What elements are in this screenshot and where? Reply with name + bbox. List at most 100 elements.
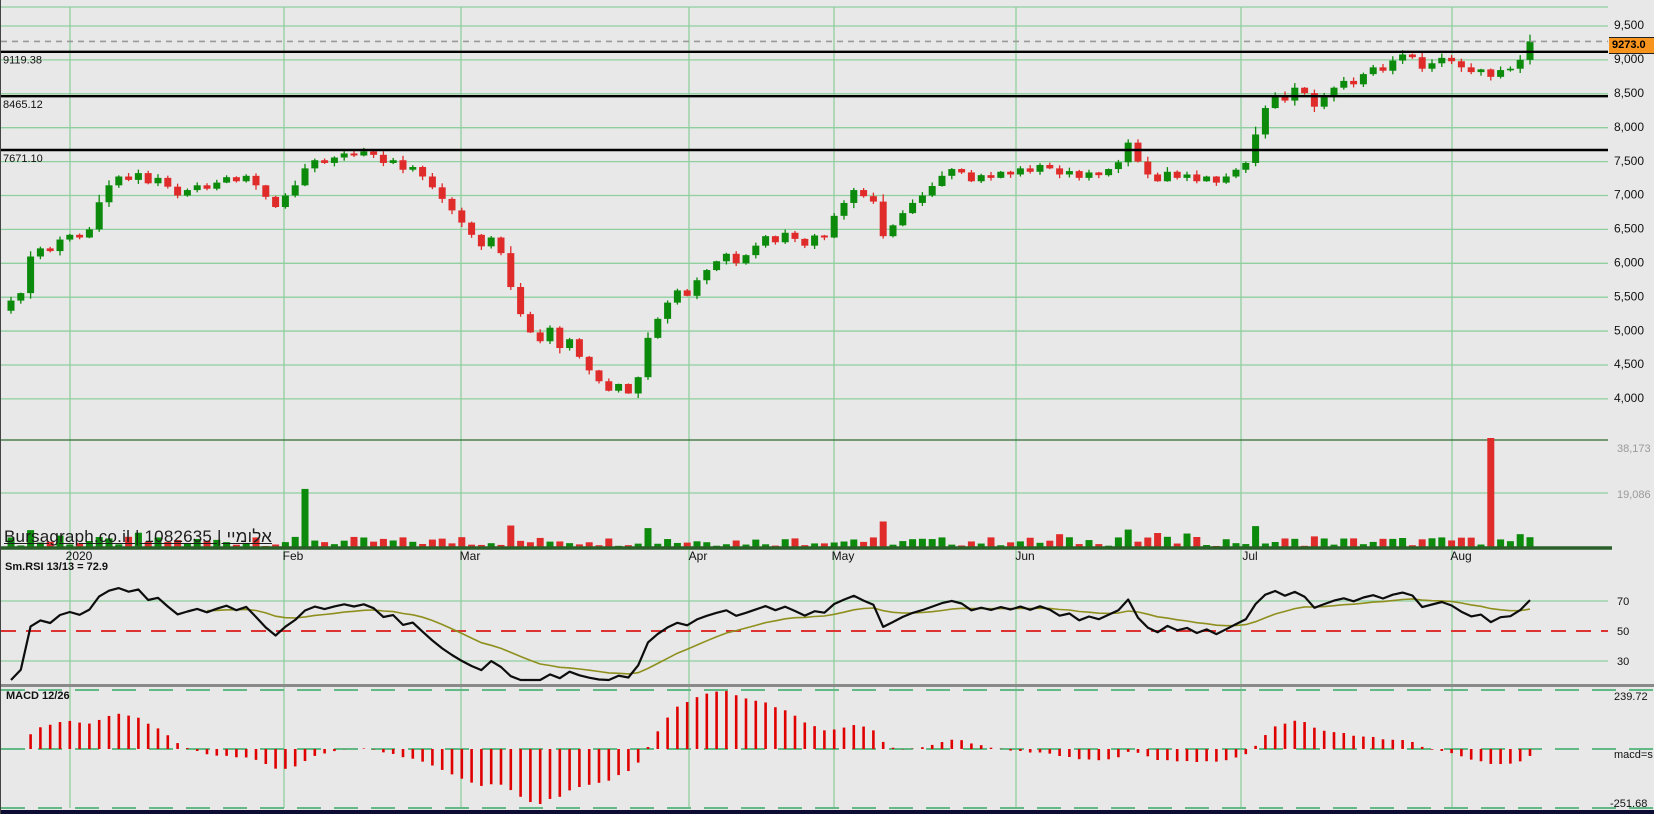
candle-body: [262, 185, 270, 197]
month-axis-label: 2020: [66, 549, 93, 563]
candle-body: [1369, 67, 1377, 75]
candle-body: [448, 198, 456, 211]
candle-body: [174, 186, 182, 196]
candle-body: [517, 287, 525, 315]
macd-indicator-label: MACD 12/26: [6, 690, 70, 702]
volume-bar: [154, 537, 162, 547]
volume-bar: [624, 545, 632, 547]
volume-bar: [1016, 541, 1024, 547]
volume-bar: [330, 544, 338, 547]
volume-bar: [1124, 529, 1132, 547]
candle-body: [1497, 70, 1505, 77]
candle-body: [644, 337, 652, 378]
month-axis-label: May: [832, 549, 855, 563]
candle-body: [36, 248, 44, 257]
candle-body: [399, 160, 407, 170]
volume-bar: [291, 536, 299, 547]
macd-zero-label: macd=s: [1614, 749, 1653, 761]
candle-body: [340, 153, 348, 158]
candle-body: [556, 327, 564, 349]
volume-bar: [1330, 544, 1338, 547]
volume-bar: [869, 537, 877, 547]
candle-body: [1320, 97, 1328, 107]
volume-bar: [654, 543, 662, 547]
candle-body: [1516, 59, 1524, 69]
volume-bar: [311, 540, 319, 547]
volume-bar: [879, 521, 887, 547]
volume-bar: [1379, 538, 1387, 547]
candle-body: [1448, 57, 1456, 62]
candle-body: [918, 195, 926, 203]
volume-bar: [1193, 537, 1201, 547]
rsi-axis-label: 50: [1617, 626, 1629, 638]
volume-bar: [144, 541, 152, 547]
candle-body: [879, 201, 887, 237]
candle-body: [840, 202, 848, 216]
month-gridlines: [69, 7, 1453, 808]
volume-bar: [223, 542, 231, 547]
candle-body: [683, 290, 691, 296]
macd-histogram: [29, 691, 1532, 804]
volume-bar: [595, 545, 603, 547]
candle-body: [1046, 164, 1054, 169]
candle-body: [134, 173, 142, 180]
volume-bar: [7, 537, 15, 547]
month-axis-label: Feb: [283, 549, 304, 563]
volume-bar: [801, 545, 809, 547]
candle-body: [615, 383, 623, 391]
volume-bar: [556, 541, 564, 547]
candle-body: [252, 175, 260, 186]
volume-bar: [1232, 543, 1240, 547]
candle-body: [1310, 93, 1318, 107]
candle-body: [360, 151, 368, 156]
volume-bar: [1340, 538, 1348, 547]
candle-body: [1261, 108, 1269, 135]
candle-body: [1399, 54, 1407, 61]
volume-bar: [85, 541, 93, 547]
candle-body: [1154, 174, 1162, 182]
price-axis-label: 7,000: [1614, 188, 1644, 202]
candle-body: [1026, 168, 1034, 172]
volume-bar: [1526, 537, 1534, 547]
month-axis-label: Mar: [460, 549, 481, 563]
candle-body: [703, 270, 711, 281]
candle-body: [379, 154, 387, 163]
volume-bar: [1046, 540, 1054, 547]
candle-body: [203, 185, 211, 189]
candle-body: [1114, 162, 1122, 170]
volume-bar: [1222, 539, 1230, 547]
volume-bar: [105, 538, 113, 547]
volume-bar: [948, 544, 956, 547]
candle-body: [546, 327, 554, 342]
candle-body: [85, 229, 93, 238]
volume-bar: [389, 540, 397, 547]
volume-bar: [889, 544, 897, 547]
price-axis-label: 8,000: [1614, 120, 1644, 134]
volume-bar: [281, 542, 289, 547]
volume-bar: [1467, 537, 1475, 547]
candle-body: [575, 339, 583, 357]
candle-body: [1212, 176, 1220, 183]
candle-body: [693, 280, 701, 296]
price-axis-label: 8,500: [1614, 86, 1644, 100]
candle-body: [1379, 67, 1387, 71]
volume-bar: [899, 541, 907, 547]
candle-body: [830, 215, 838, 238]
candle-body: [507, 253, 515, 288]
candle-body: [1134, 142, 1142, 162]
candle-body: [967, 172, 975, 182]
candle-body: [66, 234, 74, 240]
volume-bar: [66, 544, 74, 547]
volume-bar: [997, 545, 1005, 547]
candle-body: [487, 237, 495, 247]
volume-bar: [1389, 538, 1397, 547]
candle-body: [1301, 87, 1309, 94]
candle-body: [1477, 69, 1485, 73]
volume-bar: [360, 537, 368, 547]
volume-bar: [1114, 537, 1122, 547]
hline-price-label: 7671.10: [3, 153, 43, 165]
volume-bar: [1261, 543, 1269, 547]
candle-body: [95, 202, 103, 230]
rsi-smooth-line: [206, 598, 1531, 675]
